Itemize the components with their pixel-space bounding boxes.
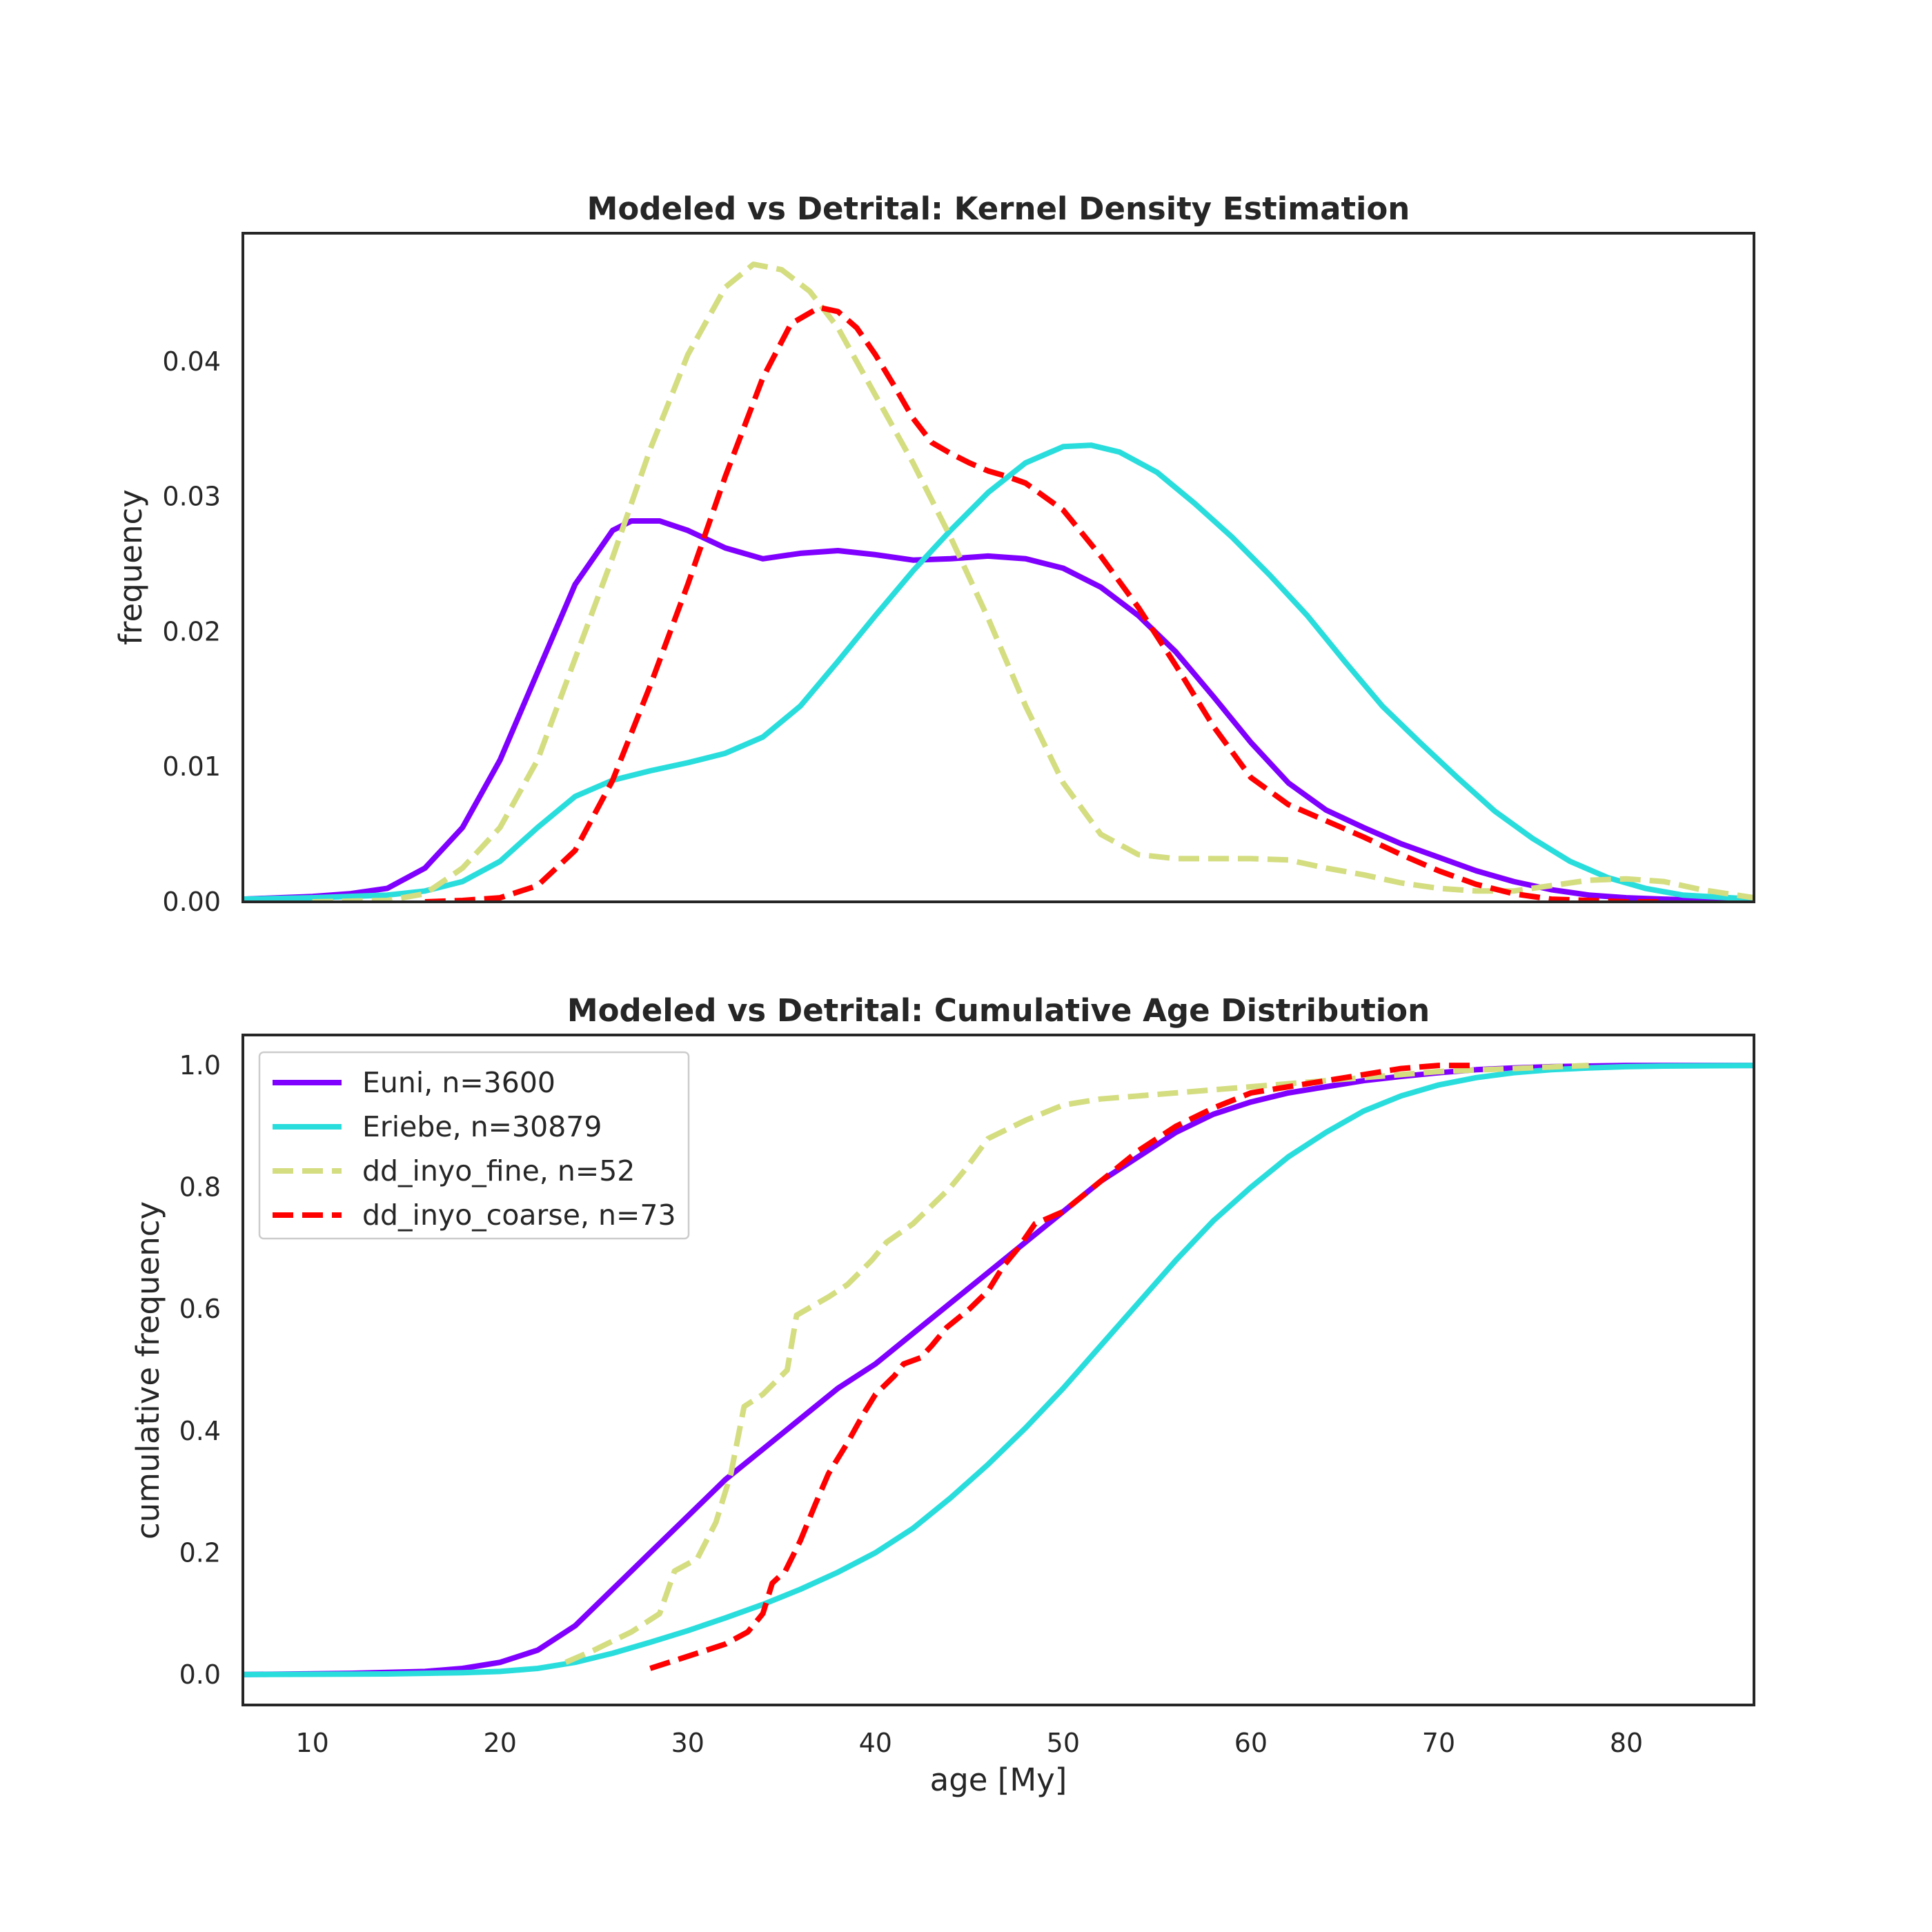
- legend-label-eriebe: Eriebe, n=30879: [362, 1110, 602, 1143]
- legend: Euni, n=3600 Eriebe, n=30879 dd_inyo_fine,…: [258, 1051, 690, 1240]
- cad-y-tick-label: 0.4: [179, 1416, 221, 1446]
- kde-y-tick-label: 0.00: [162, 887, 221, 917]
- kde-series-euni: [243, 518, 1754, 902]
- legend-label-dd-inyo-fine: dd_inyo_fine, n=52: [362, 1154, 635, 1187]
- legend-box: [258, 1051, 690, 1240]
- cad-x-tick-label: 50: [1047, 1728, 1080, 1758]
- cad-y-tick-label: 0.8: [179, 1172, 221, 1203]
- kde-y-tick-label: 0.03: [162, 482, 221, 512]
- cad-y-tick-label: 0.6: [179, 1294, 221, 1324]
- cad-series-dd-inyo-fine: [564, 1063, 1589, 1665]
- cad-x-tick-label: 30: [671, 1728, 704, 1758]
- cad-x-tick-label: 40: [859, 1728, 892, 1758]
- cad-plot-frame: [241, 1034, 1755, 1706]
- kde-title: Modeled vs Detrital: Kernel Density Esti…: [587, 190, 1410, 227]
- cad-series-eriebe: [243, 1063, 1754, 1677]
- cad-y-tick-label: 1.0: [179, 1050, 221, 1081]
- cad-x-axis-label: age [My]: [930, 1762, 1067, 1798]
- kde-series-dd-inyo-fine: [312, 262, 1754, 902]
- kde-y-tick-label: 0.02: [162, 616, 221, 647]
- cad-x-tick-label: 10: [295, 1728, 328, 1758]
- kde-series-lines: [243, 262, 1754, 902]
- kde-panel: Modeled vs Detrital: Kernel Density Esti…: [112, 190, 1755, 917]
- cad-x-tick-label: 80: [1610, 1728, 1643, 1758]
- cad-title: Modeled vs Detrital: Cumulative Age Dist…: [567, 992, 1430, 1029]
- kde-series-eriebe: [243, 442, 1754, 902]
- cad-series-dd-inyo-coarse: [649, 1063, 1477, 1671]
- kde-axis-ticks: 0.00 0.01 0.02 0.03 0.04: [162, 346, 221, 917]
- cad-series-lines: [243, 1063, 1754, 1677]
- cad-panel: Modeled vs Detrital: Cumulative Age Dist…: [130, 992, 1755, 1798]
- cad-x-tick-label: 70: [1422, 1728, 1455, 1758]
- cad-y-tick-label: 0.2: [179, 1537, 221, 1568]
- cad-y-tick-label: 0.0: [179, 1659, 221, 1690]
- cad-x-tick-label: 60: [1234, 1728, 1268, 1758]
- legend-items: Euni, n=3600 Eriebe, n=30879 dd_inyo_fine,…: [273, 1066, 676, 1232]
- kde-y-tick-label: 0.01: [162, 751, 221, 782]
- kde-series-dd-inyo-coarse: [424, 304, 1664, 902]
- legend-label-euni: Euni, n=3600: [362, 1066, 555, 1099]
- kde-plot-frame: [241, 232, 1755, 903]
- cad-axis-ticks: 0.0 0.2 0.4 0.6 0.8 1.0 10 20 30 40 50 60 70 80: [179, 1050, 1644, 1758]
- legend-label-dd-inyo-coarse: dd_inyo_coarse, n=73: [362, 1199, 676, 1232]
- cad-x-tick-label: 20: [484, 1728, 517, 1758]
- kde-y-tick-label: 0.04: [162, 346, 221, 377]
- kde-y-axis-label: frequency: [112, 489, 149, 645]
- cad-y-axis-label: cumulative frequency: [130, 1201, 166, 1539]
